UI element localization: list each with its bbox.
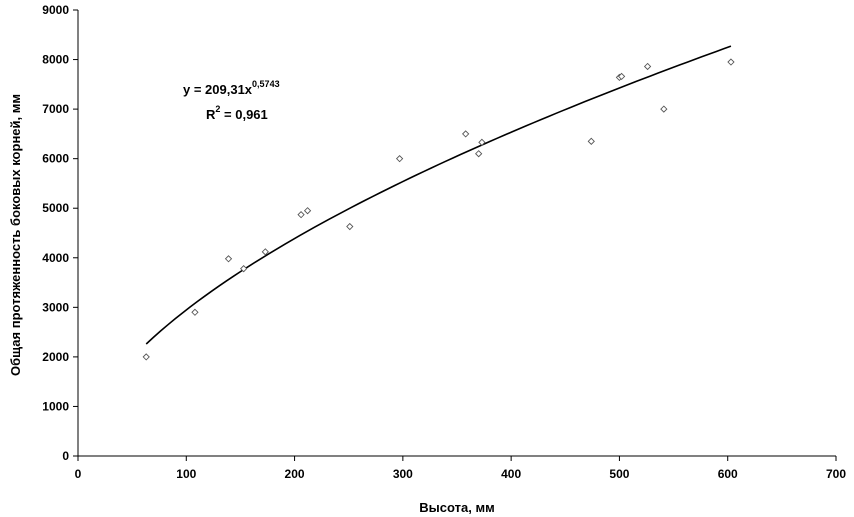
trend-equation-exponent: 0,5743 [252,79,280,89]
data-point [261,248,269,256]
data-point [475,150,483,158]
data-point [346,222,354,231]
data-point [240,265,248,273]
data-point [224,255,233,263]
data-point [478,138,486,146]
x-tick-label: 500 [609,467,629,481]
y-tick-label: 9000 [42,3,69,17]
trend-r-squared-exponent: 2 [215,104,220,114]
data-point [303,207,312,215]
x-axis-ticks: 0 100 200 300 400 500 600 700 [75,456,846,481]
trend-equation: y = 209,31x0,5743 [183,79,280,97]
data-point [191,308,199,316]
x-tick-label: 700 [826,467,846,481]
data-point [643,62,652,71]
data-points [142,58,735,361]
y-tick-label: 5000 [42,201,69,215]
y-tick-label: 3000 [42,300,69,314]
y-tick-label: 1000 [42,399,69,413]
data-point [142,353,150,361]
trend-r-squared-symbol: R [206,107,216,122]
trend-r-squared: R2 = 0,961 [206,104,268,122]
x-tick-label: 100 [176,467,196,481]
x-tick-label: 300 [393,467,413,481]
data-point [660,105,668,113]
data-point [395,155,404,163]
x-tick-label: 400 [501,467,521,481]
trend-equation-main: y = 209,31x [183,82,253,97]
x-tick-label: 600 [718,467,738,481]
y-tick-label: 0 [62,449,69,463]
y-axis-label: Общая протяженность боковых корней, мм [8,94,23,376]
trend-r-squared-value: = 0,961 [220,107,267,122]
data-point [462,130,470,138]
data-point [727,58,735,66]
y-tick-label: 7000 [42,102,69,116]
y-tick-label: 6000 [42,152,69,166]
data-point [587,137,595,145]
data-point [297,211,305,219]
y-tick-label: 8000 [42,53,69,67]
x-axis-label: Высота, мм [419,500,494,515]
y-axis-ticks: 0 1000 2000 3000 4000 5000 6000 7000 8000 9000 [42,3,78,463]
y-tick-label: 2000 [42,350,69,364]
x-tick-label: 0 [75,467,82,481]
y-tick-label: 4000 [42,251,69,265]
data-point [617,72,626,81]
x-tick-label: 200 [285,467,305,481]
